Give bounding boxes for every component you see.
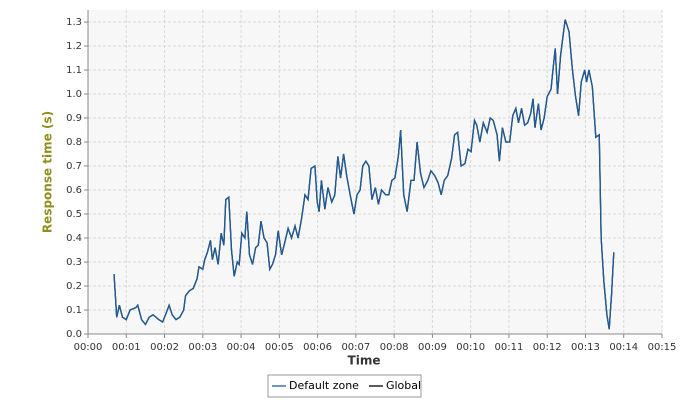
x-tick-label: 00:01	[112, 342, 141, 353]
plot-area	[88, 10, 662, 334]
x-tick-label: 00:05	[265, 342, 294, 353]
x-tick-label: 00:09	[418, 342, 447, 353]
y-tick-label: 0.8	[66, 137, 82, 148]
legend-label: Global	[386, 379, 421, 392]
series-line	[113, 19, 615, 330]
y-tick-label: 0.6	[66, 185, 82, 196]
x-tick-label: 00:06	[303, 342, 332, 353]
x-tick-label: 00:04	[227, 342, 256, 353]
x-tick-label: 00:12	[533, 342, 562, 353]
y-tick-label: 1.3	[66, 17, 82, 28]
x-tick-label: 00:02	[150, 342, 179, 353]
y-tick-label: 0.1	[66, 305, 82, 316]
y-tick-label: 1.1	[66, 65, 82, 76]
x-tick-label: 00:13	[571, 342, 600, 353]
y-tick-label: 0.0	[66, 329, 82, 340]
x-tick-label: 00:08	[380, 342, 409, 353]
y-tick-label: 1.0	[66, 89, 82, 100]
x-tick-label: 00:10	[456, 342, 485, 353]
y-tick-label: 0.7	[66, 161, 82, 172]
y-tick-label: 0.2	[66, 281, 82, 292]
y-tick-label: 0.5	[66, 209, 82, 220]
x-tick-label: 00:15	[648, 342, 677, 353]
y-axis-label: Response time (s)	[41, 111, 55, 233]
legend-label: Default zone	[289, 379, 359, 392]
x-tick-label: 00:07	[341, 342, 370, 353]
x-tick-label: 00:00	[74, 342, 103, 353]
x-axis-label: Time	[348, 354, 381, 368]
y-tick-label: 0.3	[66, 257, 82, 268]
x-tick-label: 00:14	[609, 342, 638, 353]
x-tick-label: 00:11	[495, 342, 524, 353]
y-tick-label: 1.2	[66, 41, 82, 52]
legend-box	[267, 374, 422, 398]
y-tick-label: 0.4	[66, 233, 82, 244]
x-tick-label: 00:03	[188, 342, 217, 353]
y-tick-label: 0.9	[66, 113, 82, 124]
